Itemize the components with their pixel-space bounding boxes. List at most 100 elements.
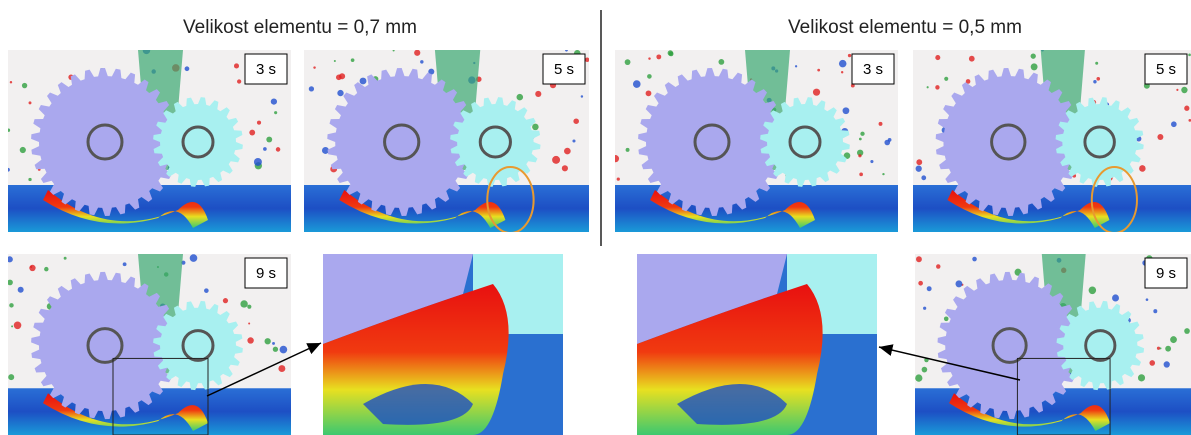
droplet [927,86,929,88]
droplet [9,303,14,307]
droplet [1153,309,1157,313]
droplet [204,288,209,293]
droplet [535,91,541,97]
droplet [617,178,620,181]
droplet [843,107,850,114]
droplet [248,323,250,325]
droplet [351,58,355,62]
droplet [336,75,342,81]
droplet [944,316,949,321]
droplet [1096,77,1100,81]
droplet [585,58,590,62]
droplet [393,50,395,52]
droplet [935,85,939,89]
droplet [1171,121,1177,127]
droplet [625,59,631,65]
droplet [334,60,336,62]
droplet [888,138,892,142]
droplet [1139,165,1145,172]
droplet [860,132,864,136]
droplet [273,347,278,352]
droplet [247,305,251,309]
droplet [257,121,261,125]
droplet [944,77,948,81]
droplet [517,94,524,101]
droplet [532,124,539,131]
droplet [22,83,27,88]
droplet [414,50,420,56]
droplet [955,280,962,287]
droplet [795,65,797,67]
droplet [240,300,247,307]
droplet [272,342,275,345]
droplet [916,159,922,165]
droplet [1176,89,1178,91]
droplet [972,257,977,262]
droplet [237,79,241,83]
droplet [612,155,619,162]
droplet [14,322,22,330]
small-gear [760,97,850,187]
droplet [916,165,922,171]
droplet [1164,361,1170,367]
time-label: 5 s [554,61,574,78]
droplet [8,374,14,380]
droplet [276,147,281,152]
droplet [11,325,13,327]
droplet [882,173,884,175]
droplet [7,128,10,131]
droplet [309,86,314,91]
droplet [921,175,926,180]
heading: Velikost elementu = 0,7 mm [183,17,417,38]
time-label: 3 s [863,61,883,78]
droplet [313,66,315,68]
zoom-panel [637,254,877,435]
time-label: 3 s [256,61,276,78]
droplet [280,346,288,354]
droplet [927,286,932,291]
droplet [915,374,922,381]
droplet [1089,286,1096,294]
small-gear [153,97,243,187]
droplet [718,59,724,65]
droplet [29,101,32,104]
droplet [44,267,48,271]
droplet [265,338,271,344]
droplet [572,139,575,142]
droplet [1157,134,1163,140]
droplet [254,158,262,166]
droplet [918,281,923,286]
droplet [969,56,975,62]
droplet [859,173,863,177]
small-gear [1057,301,1145,390]
droplet [1184,328,1190,334]
droplet [936,264,940,269]
time-label: 9 s [1156,265,1176,282]
droplet [916,256,922,262]
droplet [839,60,847,68]
droplet [249,130,255,136]
droplet [922,367,928,373]
droplet [813,89,820,96]
droplet [1170,336,1177,343]
droplet [565,49,568,52]
droplet [581,95,583,97]
droplet [552,156,560,164]
droplet [1181,87,1187,93]
droplet [1165,346,1171,352]
droplet [562,165,568,171]
droplet [648,57,650,59]
droplet [247,337,253,343]
heading: Velikost elementu = 0,5 mm [788,17,1022,38]
small-gear [153,301,243,390]
droplet [848,54,851,57]
droplet [647,74,652,79]
droplet [1149,360,1155,366]
droplet [7,256,13,262]
droplet [841,71,843,73]
droplet [263,147,267,151]
droplet [1112,294,1119,301]
droplet [360,78,367,85]
droplet [10,81,12,83]
